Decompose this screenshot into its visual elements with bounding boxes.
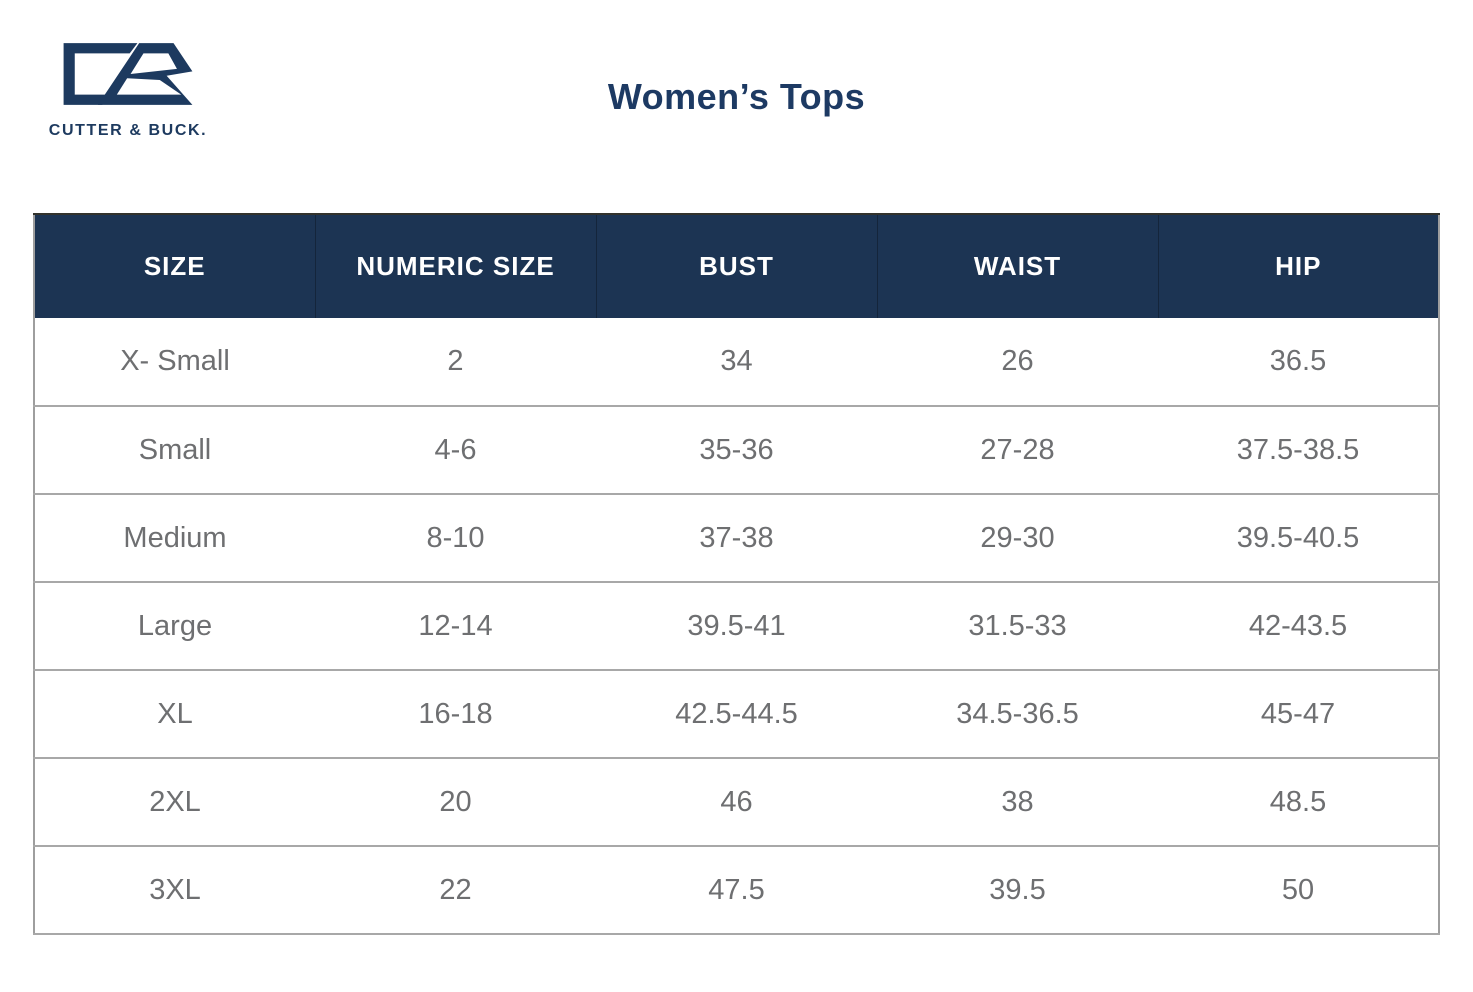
page-title: Women’s Tops: [607, 76, 866, 117]
brand-wordmark: CUTTER & BUCK.: [48, 122, 208, 139]
table-cell: Medium: [34, 494, 315, 583]
table-header: SIZE NUMERIC SIZE BUST WAIST HIP: [34, 213, 1439, 318]
table-cell: XL: [34, 670, 315, 759]
table-cell: Small: [34, 406, 315, 495]
table-cell: 29-30: [877, 494, 1158, 583]
column-header-waist: WAIST: [876, 213, 1158, 318]
table-cell: X- Small: [34, 318, 315, 407]
brand-logo: CUTTER & BUCK.: [48, 30, 208, 140]
table-cell: 45-47: [1158, 670, 1439, 759]
table-cell: 16-18: [315, 670, 596, 759]
column-header-size: SIZE: [34, 213, 315, 318]
column-header-numeric-size: NUMERIC SIZE: [314, 213, 596, 318]
table-cell: 50: [1158, 846, 1439, 935]
table-cell: 39.5-40.5: [1158, 494, 1439, 583]
column-header-hip: HIP: [1157, 213, 1439, 318]
table-cell: 37-38: [596, 494, 877, 583]
table-cell: 2: [315, 318, 596, 407]
column-header-bust: BUST: [595, 213, 877, 318]
table-cell: 12-14: [315, 582, 596, 671]
table-cell: 31.5-33: [877, 582, 1158, 671]
size-chart-table: SIZE NUMERIC SIZE BUST WAIST HIP X- Smal…: [33, 213, 1440, 935]
table-cell: 36.5: [1158, 318, 1439, 407]
table-cell: 8-10: [315, 494, 596, 583]
table-cell: 4-6: [315, 406, 596, 495]
table-row-2xl: 2XL 20 46 38 48.5: [34, 758, 1439, 847]
table-cell: 26: [877, 318, 1158, 407]
table-cell: 3XL: [34, 846, 315, 935]
table-body: X- Small 2 34 26 36.5 Small 4-6 35-36 27…: [34, 318, 1439, 935]
table-cell: 48.5: [1158, 758, 1439, 847]
table-header-row: SIZE NUMERIC SIZE BUST WAIST HIP: [34, 213, 1439, 318]
table-row-xl: XL 16-18 42.5-44.5 34.5-36.5 45-47: [34, 670, 1439, 759]
table-cell: 27-28: [877, 406, 1158, 495]
table-cell: 42-43.5: [1158, 582, 1439, 671]
table-cell: 34: [596, 318, 877, 407]
table-cell: 39.5-41: [596, 582, 877, 671]
table-row-xsmall: X- Small 2 34 26 36.5: [34, 318, 1439, 407]
table-cell: 37.5-38.5: [1158, 406, 1439, 495]
table-cell: 47.5: [596, 846, 877, 935]
cutter-buck-monogram-icon: [63, 43, 193, 105]
table-cell: 39.5: [877, 846, 1158, 935]
table-cell: 22: [315, 846, 596, 935]
table-row-medium: Medium 8-10 37-38 29-30 39.5-40.5: [34, 494, 1439, 583]
table-cell: 42.5-44.5: [596, 670, 877, 759]
table-row-large: Large 12-14 39.5-41 31.5-33 42-43.5: [34, 582, 1439, 671]
table-row-3xl: 3XL 22 47.5 39.5 50: [34, 846, 1439, 935]
table-cell: 2XL: [34, 758, 315, 847]
table-cell: 20: [315, 758, 596, 847]
table-row-small: Small 4-6 35-36 27-28 37.5-38.5: [34, 406, 1439, 495]
table-cell: Large: [34, 582, 315, 671]
table-cell: 46: [596, 758, 877, 847]
table-cell: 34.5-36.5: [877, 670, 1158, 759]
table-cell: 38: [877, 758, 1158, 847]
table-cell: 35-36: [596, 406, 877, 495]
